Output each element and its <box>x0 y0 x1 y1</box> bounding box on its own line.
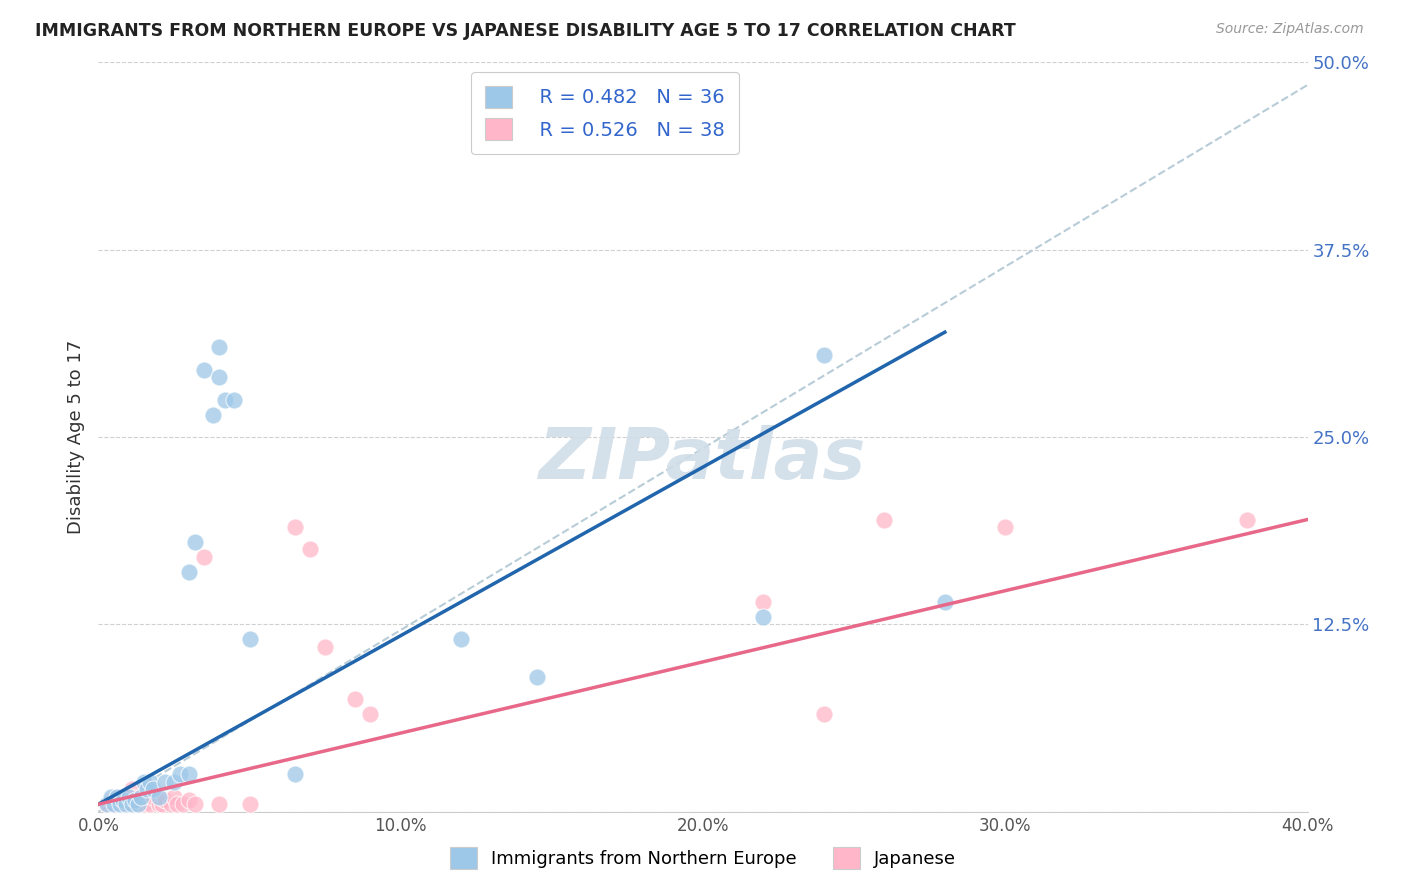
Legend:   R = 0.482   N = 36,   R = 0.526   N = 38: R = 0.482 N = 36, R = 0.526 N = 38 <box>471 72 738 154</box>
Point <box>118 789 141 804</box>
Point <box>193 549 215 564</box>
Point <box>121 797 143 812</box>
Point <box>129 789 152 804</box>
Point <box>153 774 176 789</box>
Point <box>129 789 152 804</box>
Point <box>873 512 896 526</box>
Point <box>314 640 336 654</box>
Point <box>111 797 134 812</box>
Point <box>166 797 188 812</box>
Point <box>142 782 165 797</box>
Point <box>96 797 118 812</box>
Point <box>179 565 201 579</box>
Point <box>239 797 262 812</box>
Point <box>160 797 183 812</box>
Point <box>169 767 191 781</box>
Point <box>103 797 125 812</box>
Point <box>135 789 157 804</box>
Point <box>127 797 149 812</box>
Point <box>202 408 225 422</box>
Y-axis label: Disability Age 5 to 17: Disability Age 5 to 17 <box>66 340 84 534</box>
Point <box>299 542 322 557</box>
Point <box>450 632 472 647</box>
Point <box>111 793 134 807</box>
Point <box>184 797 207 812</box>
Point <box>132 774 155 789</box>
Point <box>193 362 215 376</box>
Point <box>100 789 122 804</box>
Point <box>148 797 170 812</box>
Point <box>127 797 149 812</box>
Point <box>526 670 548 684</box>
Point <box>142 789 165 804</box>
Text: IMMIGRANTS FROM NORTHERN EUROPE VS JAPANESE DISABILITY AGE 5 TO 17 CORRELATION C: IMMIGRANTS FROM NORTHERN EUROPE VS JAPAN… <box>35 22 1017 40</box>
Point <box>153 793 176 807</box>
Point <box>172 797 194 812</box>
Point <box>105 789 128 804</box>
Point <box>103 797 125 812</box>
Text: ZIPatlas: ZIPatlas <box>540 425 866 494</box>
Point <box>752 595 775 609</box>
Point <box>105 789 128 804</box>
Point <box>208 340 231 354</box>
Point <box>214 392 236 407</box>
Point <box>239 632 262 647</box>
Point <box>121 782 143 797</box>
Point <box>934 595 956 609</box>
Point <box>752 610 775 624</box>
Point <box>139 797 162 812</box>
Point <box>108 797 131 812</box>
Point <box>208 370 231 384</box>
Point <box>224 392 246 407</box>
Point <box>124 793 146 807</box>
Point <box>813 707 835 722</box>
Point <box>100 793 122 807</box>
Point <box>132 797 155 812</box>
Point <box>344 692 367 706</box>
Point <box>284 767 307 781</box>
Point <box>108 793 131 807</box>
Point <box>124 789 146 804</box>
Point <box>135 782 157 797</box>
Point <box>184 535 207 549</box>
Point <box>813 348 835 362</box>
Legend: Immigrants from Northern Europe, Japanese: Immigrants from Northern Europe, Japanes… <box>440 838 966 879</box>
Point <box>208 797 231 812</box>
Point <box>96 797 118 812</box>
Point <box>148 789 170 804</box>
Point <box>163 789 186 804</box>
Point <box>179 767 201 781</box>
Point <box>360 707 382 722</box>
Point <box>1236 512 1258 526</box>
Point <box>284 520 307 534</box>
Point <box>163 774 186 789</box>
Point <box>114 797 136 812</box>
Point <box>118 797 141 812</box>
Point <box>994 520 1017 534</box>
Text: Source: ZipAtlas.com: Source: ZipAtlas.com <box>1216 22 1364 37</box>
Point <box>114 789 136 804</box>
Point <box>150 797 173 812</box>
Point <box>179 793 201 807</box>
Point <box>139 774 162 789</box>
